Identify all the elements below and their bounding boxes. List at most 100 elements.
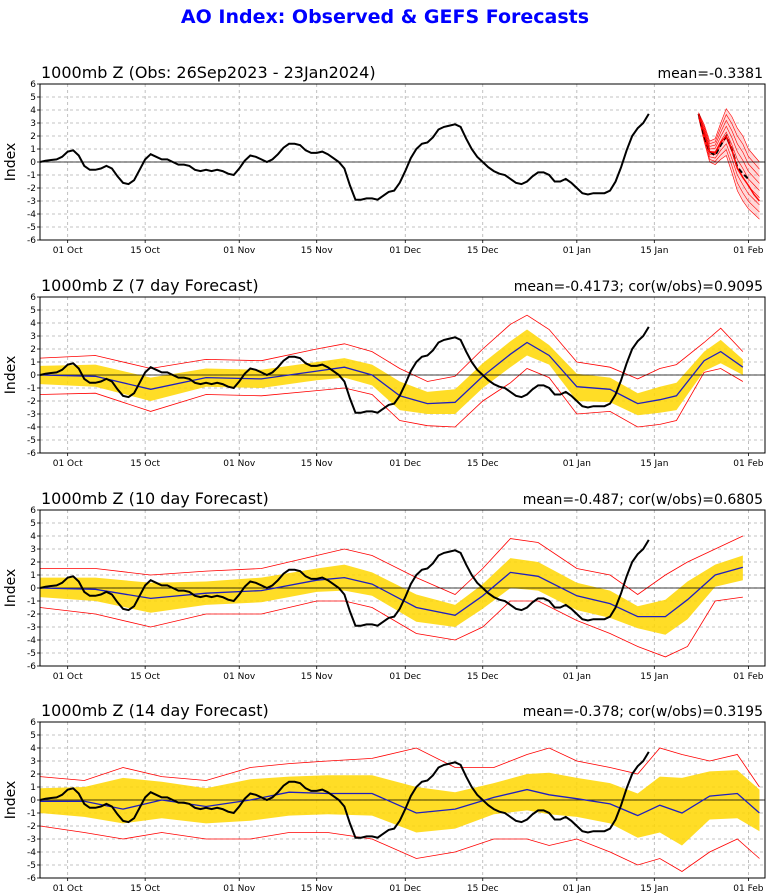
- plot-area: [40, 510, 765, 666]
- y-axis-label: Index: [3, 143, 19, 182]
- x-tick-label: 15 Nov: [301, 246, 334, 256]
- y-tick-label: 4: [30, 532, 36, 542]
- x-tick-label: 15 Oct: [130, 672, 160, 682]
- x-tick-label: 01 Feb: [733, 246, 764, 256]
- y-tick-label: -1: [27, 597, 36, 607]
- plot-frame: [39, 83, 766, 241]
- y-tick-label: -5: [27, 649, 36, 659]
- x-tick-label: 15 Jan: [640, 884, 668, 894]
- x-tick-label: 01 Dec: [389, 459, 421, 469]
- y-tick-label: -2: [27, 184, 36, 194]
- y-tick-label: 3: [30, 332, 36, 342]
- chart-panel-2: 1000mb Z (7 day Forecast) mean=-0.4173; c…: [3, 276, 766, 469]
- y-tick-label: -3: [27, 197, 36, 207]
- y-tick-label: 2: [30, 345, 36, 355]
- y-tick-label: 5: [30, 731, 36, 741]
- y-tick-label: 1: [30, 358, 36, 368]
- panel-stats: mean=-0.487; cor(w/obs)=0.6805: [523, 492, 763, 508]
- ensemble-member-line: [698, 113, 760, 177]
- y-tick-label: -5: [27, 436, 36, 446]
- y-tick-label: -4: [27, 423, 36, 433]
- y-tick-label: 4: [30, 744, 36, 754]
- observed-line: [40, 539, 650, 627]
- x-tick-label: 15 Nov: [301, 884, 334, 894]
- envelope-upper-line: [40, 535, 744, 595]
- x-tick-label: 15 Dec: [467, 672, 499, 682]
- ensemble-member-line: [698, 117, 760, 220]
- y-tick-label: 2: [30, 132, 36, 142]
- ensemble-member-line: [698, 108, 760, 163]
- x-tick-label: 15 Jan: [640, 246, 668, 256]
- y-tick-label: -2: [27, 397, 36, 407]
- panel-title: 1000mb Z (Obs: 26Sep2023 - 23Jan2024): [41, 63, 376, 82]
- envelope-lower-line: [40, 825, 760, 872]
- y-tick-label: -3: [27, 835, 36, 845]
- y-tick-label: 2: [30, 558, 36, 568]
- x-tick-label: 01 Feb: [733, 459, 764, 469]
- plot-area: [40, 297, 765, 453]
- y-tick-label: -1: [27, 384, 36, 394]
- y-tick-label: 6: [30, 293, 36, 303]
- x-tick-label: 01 Dec: [389, 246, 421, 256]
- x-tick-label: 01 Jan: [563, 459, 591, 469]
- members-fan-line: [697, 113, 760, 202]
- x-tick-label: 15 Oct: [130, 884, 160, 894]
- envelope-upper-line: [40, 314, 744, 382]
- panel-title: 1000mb Z (7 day Forecast): [41, 276, 259, 295]
- spread-band: [40, 329, 743, 416]
- y-tick-label: -1: [27, 809, 36, 819]
- y-tick-label: 3: [30, 119, 36, 129]
- y-tick-label: -6: [27, 662, 36, 672]
- y-tick-label: 3: [30, 545, 36, 555]
- plot-frame: [39, 509, 766, 667]
- x-tick-label: 01 Nov: [223, 672, 256, 682]
- y-tick-label: 2: [30, 770, 36, 780]
- y-tick-label: -5: [27, 223, 36, 233]
- plot-area: [40, 84, 765, 240]
- envelope-lower-line: [40, 368, 744, 428]
- ensemble-mean-line: [40, 566, 744, 618]
- x-tick-label: 15 Jan: [640, 459, 668, 469]
- chart-panel-4: 1000mb Z (14 day Forecast) mean=-0.378; c…: [3, 701, 766, 894]
- y-tick-label: 5: [30, 93, 36, 103]
- ensemble-member-line: [698, 114, 760, 184]
- panel-stats: mean=-0.3381: [658, 66, 763, 82]
- y-tick-label: -4: [27, 210, 36, 220]
- x-tick-label: 15 Nov: [301, 672, 334, 682]
- x-tick-label: 01 Jan: [563, 246, 591, 256]
- x-tick-label: 01 Dec: [389, 884, 421, 894]
- x-tick-label: 01 Dec: [389, 672, 421, 682]
- panel-title: 1000mb Z (10 day Forecast): [41, 489, 269, 508]
- observed-line: [40, 113, 650, 201]
- x-tick-label: 15 Jan: [640, 672, 668, 682]
- y-tick-label: 0: [30, 796, 36, 806]
- y-tick-label: 6: [30, 718, 36, 728]
- y-tick-label: 4: [30, 106, 36, 116]
- x-tick-label: 15 Nov: [301, 459, 334, 469]
- y-axis-label: Index: [3, 781, 19, 820]
- y-tick-label: -6: [27, 449, 36, 459]
- y-tick-label: -5: [27, 861, 36, 871]
- y-axis-label: Index: [3, 569, 19, 608]
- x-tick-label: 01 Jan: [563, 884, 591, 894]
- x-tick-label: 15 Oct: [130, 459, 160, 469]
- y-tick-label: 1: [30, 783, 36, 793]
- x-tick-label: 01 Oct: [53, 884, 83, 894]
- panel-stats: mean=-0.378; cor(w/obs)=0.3195: [523, 704, 763, 720]
- x-tick-label: 15 Oct: [130, 246, 160, 256]
- y-tick-label: 5: [30, 306, 36, 316]
- y-tick-label: -3: [27, 623, 36, 633]
- x-tick-label: 01 Oct: [53, 672, 83, 682]
- x-tick-label: 01 Feb: [733, 884, 764, 894]
- chart-panel-3: 1000mb Z (10 day Forecast) mean=-0.487; c…: [3, 489, 766, 682]
- x-tick-label: 15 Dec: [467, 459, 499, 469]
- chart-panel-1: 1000mb Z (Obs: 26Sep2023 - 23Jan2024) mea…: [3, 63, 766, 256]
- x-tick-label: 01 Nov: [223, 246, 256, 256]
- y-tick-label: -4: [27, 636, 36, 646]
- ensemble-member-line: [698, 116, 760, 206]
- envelope-lower-line: [40, 596, 743, 658]
- panel-stats: mean=-0.4173; cor(w/obs)=0.9095: [514, 279, 763, 295]
- plot-frame: [39, 296, 766, 454]
- x-tick-label: 01 Jan: [563, 672, 591, 682]
